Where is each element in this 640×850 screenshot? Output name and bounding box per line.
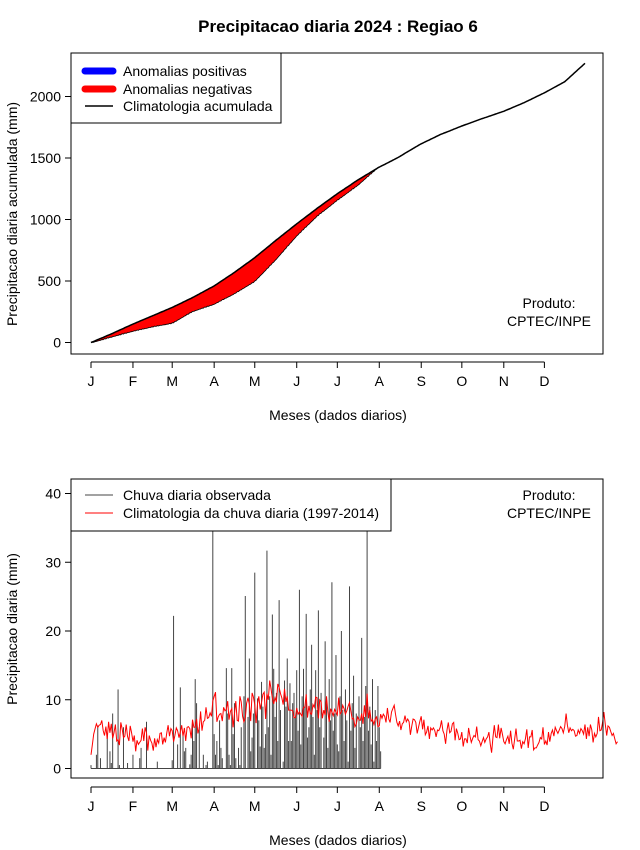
y-tick-label: 500: [38, 273, 62, 289]
x-tick-label: O: [456, 798, 467, 814]
legend-label-positive: Anomalias positivas: [123, 63, 247, 79]
x-tick-label: A: [209, 798, 219, 814]
y-tick-label: 30: [45, 554, 61, 570]
x-tick-label: J: [334, 373, 341, 389]
series-line-layer: [90, 62, 586, 344]
y-tick-label: 1000: [30, 212, 61, 228]
legend-box-bottom: [70, 478, 392, 532]
x-tick-label: A: [209, 373, 219, 389]
panel-cumulative: 0 500 1000 1500 2000 J F M A M J J A S O N D Meses (dad…: [4, 52, 604, 423]
x-tick-label: F: [129, 373, 138, 389]
y-axis-bottom: 0 10 20 30 40: [45, 486, 72, 777]
x-tick-label: J: [88, 798, 95, 814]
y-axis-top: 0 500 1000 1500 2000: [30, 89, 72, 351]
legend-label-climatology: Climatologia acumulada: [123, 98, 273, 114]
x-tick-label: A: [375, 373, 385, 389]
y-tick-label: 10: [45, 692, 61, 708]
observed-rain-bars: [90, 527, 382, 769]
y-tick-label: 20: [45, 623, 61, 639]
daily-climatology-layer: [90, 680, 618, 755]
x-tick-label: S: [417, 798, 426, 814]
daily-climatology-line: [90, 680, 618, 755]
x-tick-label: J: [293, 373, 300, 389]
y-axis-label-top: Precipitacao diaria acumulada (mm): [4, 102, 20, 326]
legend-label-negative: Anomalias negativas: [123, 81, 252, 97]
annotation-produto-top: Produto:: [523, 295, 576, 311]
x-tick-label: M: [249, 798, 261, 814]
climatology-cumulative-line: [90, 62, 586, 344]
x-tick-label: M: [166, 373, 178, 389]
x-tick-label: J: [293, 798, 300, 814]
y-tick-label: 1500: [30, 150, 61, 166]
panel-daily: 0 10 20 30 40 J F M A M J J A S O N D Meses (dados diar…: [4, 478, 618, 848]
x-tick-label: M: [249, 373, 261, 389]
annotation-cptec-top: CPTEC/INPE: [507, 313, 591, 329]
y-tick-label: 0: [53, 761, 61, 777]
figure-title: Precipitacao diaria 2024 : Regiao 6: [198, 17, 478, 36]
legend-label-daily-clim: Climatologia da chuva diaria (1997-2014): [123, 505, 379, 521]
y-tick-label: 2000: [30, 89, 61, 105]
x-tick-label: A: [375, 798, 385, 814]
x-tick-label: J: [88, 373, 95, 389]
anomaly-negative-area: [90, 168, 378, 343]
x-tick-label: M: [166, 798, 178, 814]
legend-top: Anomalias positivas Anomalias negativas …: [70, 52, 282, 124]
annotation-produto-bottom: Produto:: [523, 487, 576, 503]
x-tick-label: J: [334, 798, 341, 814]
x-tick-label: D: [539, 373, 549, 389]
y-tick-label: 0: [53, 335, 61, 351]
annotation-cptec-bottom: CPTEC/INPE: [507, 505, 591, 521]
legend-label-observed: Chuva diaria observada: [123, 487, 271, 503]
y-axis-label-bottom: Precipitacao diaria (mm): [4, 553, 20, 705]
x-tick-label: D: [539, 798, 549, 814]
x-tick-label: N: [499, 373, 509, 389]
legend-bottom: Chuva diaria observada Climatologia da c…: [70, 478, 392, 532]
x-axis-label-bottom: Meses (dados diarios): [269, 832, 407, 848]
x-tick-label: S: [417, 373, 426, 389]
x-axis-label-top: Meses (dados diarios): [269, 407, 407, 423]
y-tick-label: 40: [45, 486, 61, 502]
x-tick-label: N: [499, 798, 509, 814]
anomaly-area-layer: [90, 168, 378, 343]
x-tick-label: F: [129, 798, 138, 814]
x-tick-label: O: [456, 373, 467, 389]
